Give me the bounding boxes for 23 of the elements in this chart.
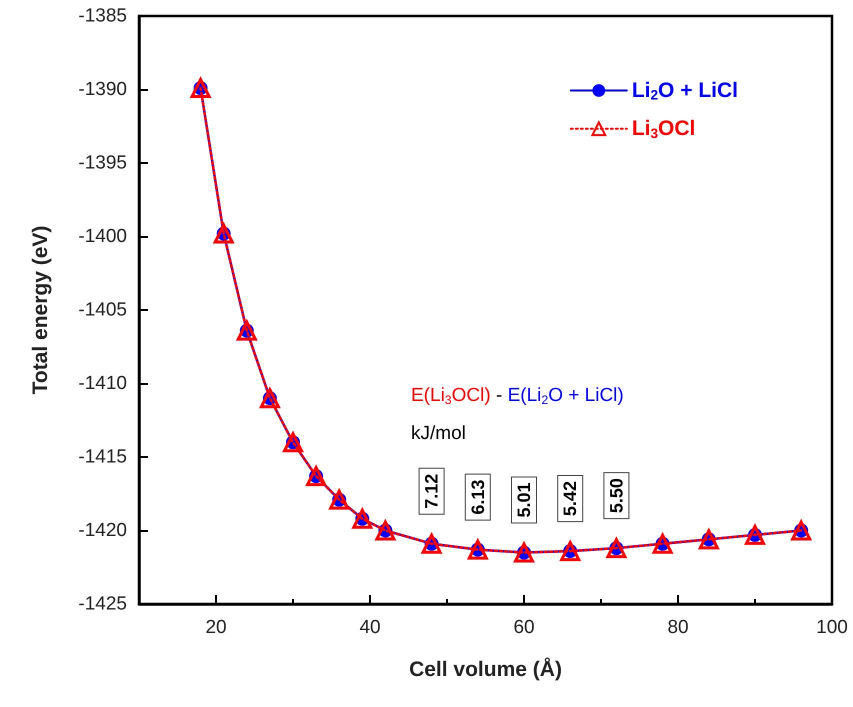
y-tick-label: -1385 [78, 6, 127, 26]
y-axis-title: Total energy (eV) [29, 226, 52, 394]
y-tick-label: -1395 [78, 152, 127, 174]
annotation: 7.12 [422, 474, 442, 509]
y-tick-label: -1425 [78, 594, 127, 614]
x-tick-label: 60 [513, 617, 535, 638]
x-tick-label: 20 [205, 617, 227, 638]
annotation: 5.01 [514, 482, 534, 518]
y-tick-label: -1420 [78, 520, 127, 541]
annotation: kJ/mol [411, 423, 466, 444]
y-tick-label: -1390 [78, 79, 127, 100]
annotation: - [496, 385, 502, 406]
annotation: 5.42 [560, 481, 580, 516]
annotation: 5.50 [606, 478, 626, 514]
x-tick-label: 80 [667, 617, 689, 638]
y-tick-label: -1410 [78, 373, 127, 394]
y-tick-label: -1405 [78, 300, 127, 320]
x-axis-title: Cell volume (Å) [409, 657, 562, 681]
x-tick-label: 40 [359, 617, 381, 638]
y-tick-label: -1415 [78, 446, 127, 468]
x-tick-label: 100 [816, 617, 848, 638]
y-tick-label: -1400 [78, 226, 127, 247]
annotation: 6.13 [468, 480, 488, 515]
